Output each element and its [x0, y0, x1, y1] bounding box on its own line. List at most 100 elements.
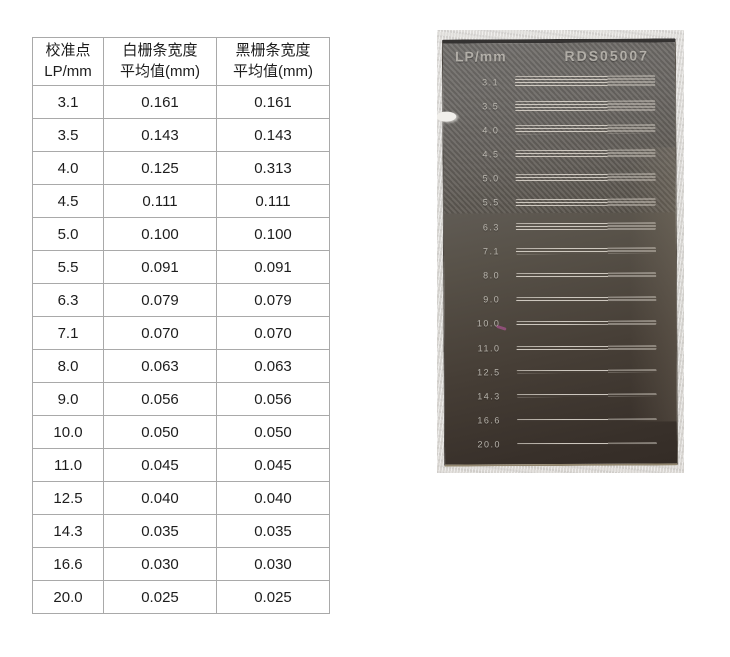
group-label: 20.0: [477, 439, 502, 450]
white-width-cell: 0.125: [103, 151, 217, 185]
header-line: 白栅条宽度: [122, 42, 198, 60]
calibration-table: 校准点 LP/mm 白栅条宽度 平均值(mm) 黑栅条宽度 平均值(mm) 3.…: [32, 37, 330, 614]
line-pair-band: [515, 173, 656, 183]
group-label: 16.6: [477, 415, 501, 426]
white-width-cell: 0.063: [103, 349, 217, 383]
group-label: 3.1: [482, 76, 500, 87]
black-width-cell: 0.091: [216, 250, 330, 284]
white-width-cell: 0.025: [103, 580, 217, 614]
table-row: 3.5 0.143 0.143: [32, 118, 330, 152]
lp-cell: 7.1: [32, 316, 104, 350]
group-label: 6.3: [482, 221, 500, 233]
group-label: 4.0: [482, 125, 500, 136]
group-label: 9.0: [483, 294, 501, 305]
black-width-cell: 0.313: [216, 151, 330, 185]
table-row: 6.3 0.079 0.079: [32, 283, 330, 317]
black-width-cell: 0.111: [216, 184, 330, 218]
header-row: 校准点 LP/mm 白栅条宽度 平均值(mm) 黑栅条宽度 平均值(mm): [32, 37, 330, 86]
table-body: 3.1 0.161 0.161 3.5 0.143 0.143 4.0 0.125 0.31…: [32, 85, 330, 614]
black-width-cell: 0.100: [216, 217, 330, 251]
group-label: 10.0: [476, 318, 501, 329]
white-width-cell: 0.079: [103, 283, 217, 317]
white-width-cell: 0.143: [103, 118, 217, 152]
white-width-cell: 0.045: [103, 448, 217, 482]
white-width-cell: 0.100: [103, 217, 217, 251]
resolution-group: 3.1: [453, 74, 661, 88]
header-calibration-point: 校准点 LP/mm: [32, 37, 104, 86]
header-line: LP/mm: [44, 62, 92, 80]
white-width-cell: 0.056: [103, 382, 217, 416]
table-row: 4.5 0.111 0.111: [32, 184, 330, 218]
resolution-group: 5.5: [454, 195, 662, 209]
black-width-cell: 0.050: [216, 415, 330, 449]
table-row: 12.5 0.040 0.040: [32, 481, 330, 515]
line-pair-band: [516, 369, 657, 374]
black-width-cell: 0.030: [216, 547, 330, 581]
header-line: 平均值(mm): [233, 62, 313, 80]
resolution-group: 10.0: [454, 316, 662, 330]
table-row: 7.1 0.070 0.070: [32, 316, 330, 350]
table-row: 8.0 0.063 0.063: [32, 349, 330, 383]
line-pair-band: [516, 418, 657, 422]
resolution-group: 4.5: [453, 147, 661, 161]
group-label: 11.0: [477, 342, 501, 353]
lp-cell: 20.0: [32, 580, 104, 614]
white-width-cell: 0.050: [103, 415, 217, 449]
resolution-group: 12.5: [455, 365, 663, 379]
table-row: 16.6 0.030 0.030: [32, 547, 330, 581]
lp-cell: 9.0: [32, 382, 104, 416]
white-width-cell: 0.030: [103, 547, 217, 581]
resolution-group: 11.0: [454, 341, 662, 355]
line-pair-band: [515, 222, 656, 231]
line-pair-band: [516, 271, 657, 278]
plate-unit-label: LP/mm: [454, 48, 507, 65]
group-label: 12.5: [477, 367, 501, 378]
group-label: 8.0: [483, 270, 501, 281]
lp-cell: 14.3: [32, 514, 104, 548]
line-pair-band: [515, 198, 656, 207]
table-row: 5.5 0.091 0.091: [32, 250, 330, 284]
black-width-cell: 0.070: [216, 316, 330, 350]
black-width-cell: 0.035: [216, 514, 330, 548]
black-width-cell: 0.079: [216, 283, 330, 317]
group-label: 3.5: [482, 101, 500, 112]
resolution-group: 20.0: [455, 437, 663, 451]
table-row: 20.0 0.025 0.025: [32, 580, 330, 614]
group-label: 4.5: [482, 149, 500, 160]
header-white-bar-width: 白栅条宽度 平均值(mm): [103, 37, 217, 86]
table-row: 5.0 0.100 0.100: [32, 217, 330, 251]
black-width-cell: 0.040: [216, 481, 330, 515]
white-width-cell: 0.040: [103, 481, 217, 515]
line-pair-band: [515, 75, 656, 88]
lp-cell: 11.0: [32, 448, 104, 482]
line-pair-band: [515, 100, 656, 111]
white-width-cell: 0.111: [103, 184, 217, 218]
table-row: 4.0 0.125 0.313: [32, 151, 330, 185]
lp-cell: 10.0: [32, 415, 104, 449]
lp-cell: 4.5: [32, 184, 104, 218]
resolution-group: 4.0: [453, 123, 661, 137]
line-pair-band: [516, 345, 657, 350]
black-width-cell: 0.143: [216, 118, 330, 152]
lp-cell: 16.6: [32, 547, 104, 581]
resolution-group: 16.6: [455, 413, 663, 427]
header-line: 校准点: [45, 42, 91, 60]
line-pair-band: [515, 124, 656, 135]
resolution-group: 5.0: [454, 171, 662, 185]
lp-cell: 5.5: [32, 250, 104, 284]
line-pair-band: [515, 149, 656, 159]
lp-cell: 4.0: [32, 151, 104, 185]
table-header: 校准点 LP/mm 白栅条宽度 平均值(mm) 黑栅条宽度 平均值(mm): [32, 37, 330, 86]
plate-header: LP/mm RDS05007: [454, 47, 661, 65]
line-pair-band: [515, 247, 657, 255]
black-width-cell: 0.025: [216, 580, 330, 614]
group-label: 5.0: [482, 173, 500, 184]
group-label: 14.3: [477, 391, 501, 402]
line-pair-band: [516, 296, 657, 302]
lp-cell: 5.0: [32, 217, 104, 251]
table-row: 3.1 0.161 0.161: [32, 85, 330, 119]
table-row: 11.0 0.045 0.045: [32, 448, 330, 482]
resolution-group: 7.1: [454, 244, 662, 258]
table-row: 10.0 0.050 0.050: [32, 415, 330, 449]
header-black-bar-width: 黑栅条宽度 平均值(mm): [216, 37, 330, 86]
